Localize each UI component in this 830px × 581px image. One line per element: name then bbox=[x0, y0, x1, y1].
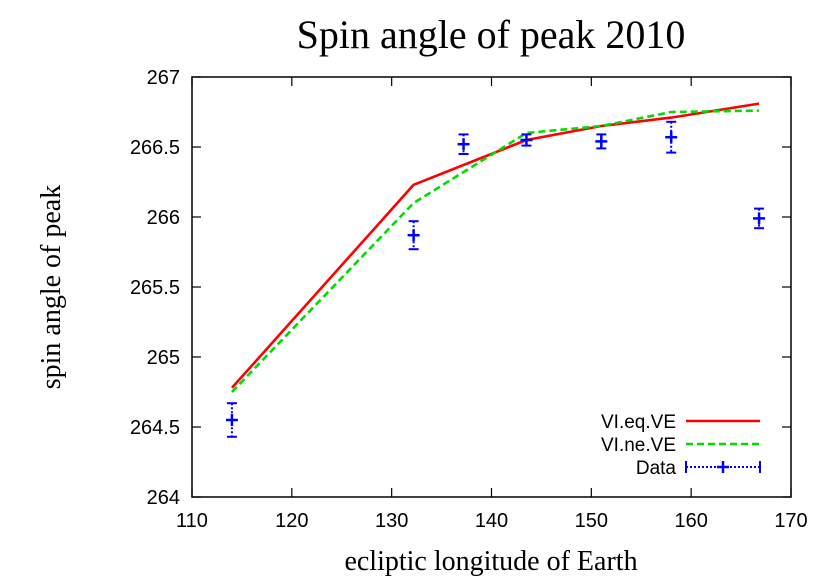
y-tick-label: 267 bbox=[147, 67, 180, 89]
series-data bbox=[225, 120, 766, 438]
y-tick-label: 265 bbox=[147, 347, 180, 369]
y-tick-label: 266.5 bbox=[130, 137, 180, 159]
y-tick-label: 266 bbox=[147, 207, 180, 229]
legend-label: VI.eq.VE bbox=[601, 412, 676, 433]
data-point bbox=[407, 220, 420, 251]
x-tick-label: 150 bbox=[575, 510, 608, 532]
data-point bbox=[753, 207, 766, 230]
x-axis-label: ecliptic longitude of Earth bbox=[344, 546, 637, 577]
axis-ticks: 110 120 130 140 150 160 170 264 264.5 265 265.5 266… bbox=[130, 67, 808, 532]
y-axis-label: spin angle of peak bbox=[36, 185, 67, 390]
x-tick-label: 130 bbox=[375, 510, 408, 532]
data-point bbox=[225, 402, 238, 438]
series-layer bbox=[225, 102, 766, 438]
data-point bbox=[457, 133, 470, 155]
data-point bbox=[665, 120, 678, 154]
y-tick-label: 264.5 bbox=[130, 417, 180, 439]
y-tick-label: 265.5 bbox=[130, 277, 180, 299]
x-tick-label: 160 bbox=[674, 510, 707, 532]
data-point bbox=[595, 133, 608, 150]
x-tick-label: 120 bbox=[275, 510, 308, 532]
series-vi-ne-ve bbox=[230, 109, 760, 393]
series-line bbox=[230, 102, 760, 389]
plot-area-frame bbox=[191, 76, 792, 498]
legend-sample-data bbox=[685, 461, 761, 473]
legend-label: Data bbox=[636, 458, 677, 479]
x-tick-label: 110 bbox=[176, 510, 208, 532]
legend-label: VI.ne.VE bbox=[601, 435, 676, 456]
series-line bbox=[230, 109, 760, 393]
x-tick-label: 170 bbox=[774, 510, 807, 532]
series-vi-eq-ve bbox=[230, 102, 760, 389]
x-tick-label: 140 bbox=[475, 510, 508, 532]
chart-title: Spin angle of peak 2010 bbox=[297, 12, 686, 57]
data-point bbox=[520, 133, 533, 147]
y-tick-label: 264 bbox=[147, 487, 180, 509]
